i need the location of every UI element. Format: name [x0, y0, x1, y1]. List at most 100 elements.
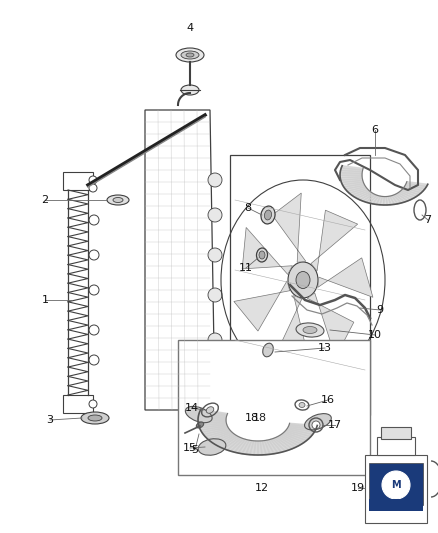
Polygon shape — [205, 430, 231, 439]
Polygon shape — [234, 281, 290, 331]
Polygon shape — [307, 293, 354, 358]
Text: 19: 19 — [351, 483, 365, 493]
Ellipse shape — [181, 85, 199, 95]
Polygon shape — [242, 440, 251, 454]
Text: 5: 5 — [191, 445, 198, 455]
Ellipse shape — [113, 198, 123, 203]
Circle shape — [208, 173, 222, 187]
Polygon shape — [340, 173, 362, 175]
Polygon shape — [289, 423, 317, 428]
Polygon shape — [207, 431, 232, 441]
Circle shape — [89, 215, 99, 225]
Polygon shape — [340, 171, 362, 173]
Text: 12: 12 — [255, 483, 269, 493]
Circle shape — [89, 285, 99, 295]
Polygon shape — [284, 431, 309, 441]
Polygon shape — [209, 432, 233, 442]
Text: M: M — [391, 480, 401, 490]
Text: 9: 9 — [376, 305, 384, 315]
Text: 18: 18 — [253, 413, 267, 423]
Polygon shape — [199, 411, 227, 416]
Ellipse shape — [312, 421, 320, 429]
Polygon shape — [340, 168, 363, 172]
Polygon shape — [145, 110, 215, 410]
Polygon shape — [250, 441, 256, 455]
Polygon shape — [202, 427, 229, 434]
Polygon shape — [271, 439, 285, 452]
Polygon shape — [340, 175, 362, 177]
Polygon shape — [318, 258, 373, 297]
Polygon shape — [200, 409, 228, 415]
Polygon shape — [344, 184, 365, 189]
Polygon shape — [272, 438, 289, 451]
Polygon shape — [212, 433, 235, 444]
Ellipse shape — [81, 412, 109, 424]
Text: 1: 1 — [42, 295, 49, 305]
Circle shape — [208, 288, 222, 302]
Circle shape — [89, 250, 99, 260]
Polygon shape — [238, 440, 250, 454]
Polygon shape — [349, 188, 368, 195]
Bar — [381, 427, 411, 439]
Polygon shape — [234, 439, 247, 453]
Polygon shape — [199, 423, 227, 428]
Text: 2: 2 — [42, 195, 49, 205]
Bar — [63, 172, 93, 190]
Polygon shape — [360, 193, 374, 201]
Polygon shape — [268, 439, 282, 453]
Polygon shape — [218, 435, 238, 447]
Circle shape — [89, 325, 99, 335]
Polygon shape — [266, 440, 278, 454]
Circle shape — [208, 248, 222, 262]
Polygon shape — [230, 155, 370, 415]
Polygon shape — [357, 192, 372, 200]
Polygon shape — [380, 197, 384, 205]
Ellipse shape — [88, 415, 102, 421]
Polygon shape — [392, 195, 401, 204]
Polygon shape — [397, 192, 411, 201]
Polygon shape — [395, 193, 408, 202]
Text: 16: 16 — [321, 395, 335, 405]
Text: 7: 7 — [424, 215, 431, 225]
Text: 17: 17 — [328, 420, 342, 430]
Polygon shape — [275, 437, 292, 450]
Polygon shape — [227, 438, 244, 451]
Polygon shape — [274, 295, 307, 359]
Polygon shape — [384, 197, 387, 205]
Polygon shape — [262, 441, 270, 455]
Polygon shape — [352, 189, 369, 197]
Polygon shape — [246, 441, 254, 455]
Polygon shape — [341, 180, 363, 185]
Polygon shape — [363, 194, 375, 202]
Circle shape — [208, 333, 222, 347]
Polygon shape — [198, 418, 226, 421]
Polygon shape — [203, 429, 230, 437]
Polygon shape — [401, 189, 419, 197]
Polygon shape — [215, 434, 237, 446]
Polygon shape — [366, 195, 377, 203]
Polygon shape — [288, 426, 315, 432]
Ellipse shape — [265, 210, 272, 220]
Polygon shape — [400, 190, 417, 198]
Ellipse shape — [198, 439, 226, 455]
Polygon shape — [406, 183, 427, 189]
Polygon shape — [199, 425, 227, 430]
Ellipse shape — [263, 343, 273, 357]
Polygon shape — [283, 432, 307, 442]
Polygon shape — [201, 426, 228, 432]
Polygon shape — [311, 210, 358, 271]
Polygon shape — [354, 191, 371, 198]
Polygon shape — [258, 441, 262, 455]
Polygon shape — [345, 185, 366, 191]
Text: 4: 4 — [187, 23, 194, 33]
Text: 10: 10 — [368, 330, 382, 340]
Polygon shape — [405, 185, 425, 191]
Polygon shape — [373, 196, 381, 205]
Polygon shape — [343, 182, 364, 187]
Ellipse shape — [186, 53, 194, 57]
Ellipse shape — [299, 402, 305, 408]
Ellipse shape — [261, 206, 275, 224]
Ellipse shape — [107, 195, 129, 205]
Polygon shape — [198, 416, 226, 419]
Polygon shape — [278, 435, 298, 447]
